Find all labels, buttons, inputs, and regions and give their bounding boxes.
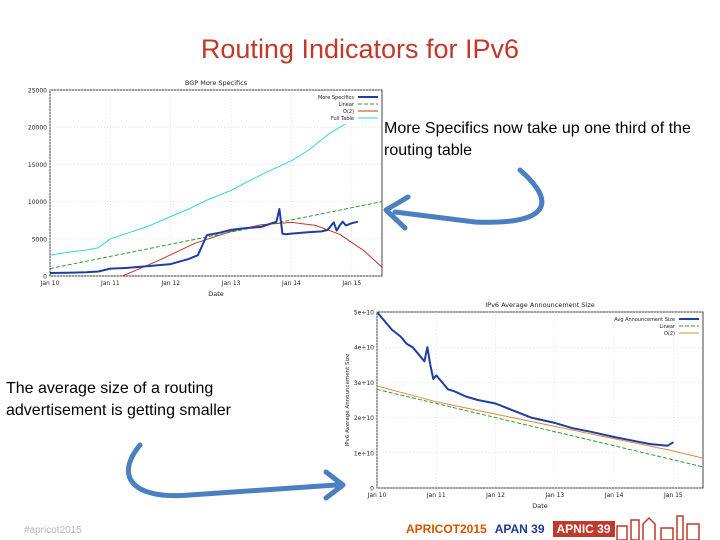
x-axis-label: Date (208, 290, 224, 298)
skyline-icon (616, 515, 700, 540)
y-tick-label: 5e+10 (354, 310, 374, 317)
x-tick-label: Jan 12 (160, 280, 180, 287)
y-tick-label: 20000 (28, 125, 47, 132)
x-tick-label: Jan 14 (281, 280, 301, 287)
note-more-specifics: More Specifics now take up one third of … (384, 120, 691, 159)
curved-arrow-top-icon (392, 167, 545, 225)
legend-label: Linear (659, 324, 675, 330)
x-tick-label: Jan 13 (544, 492, 564, 499)
y-axis-label: IPv6 Average Announcement Size (345, 353, 351, 446)
legend-label: More Specifics (318, 95, 354, 101)
apan-logo: APAN 39 (494, 522, 545, 536)
apnic-logo: APNIC 39 (552, 521, 615, 537)
x-tick-label: Jan 11 (426, 492, 446, 499)
slide-title: Routing Indicators for IPv6 (200, 34, 520, 64)
series-line-linear (377, 388, 703, 468)
series-line-o-2 (377, 385, 703, 459)
x-tick-label: Jan 10 (40, 280, 60, 287)
y-tick-label: 1e+10 (354, 450, 374, 457)
legend-label: O(2) (664, 331, 675, 337)
arrowhead-bottom-icon (323, 469, 346, 501)
x-tick-label: Jan 10 (367, 492, 387, 499)
y-tick-label: 10000 (28, 199, 47, 206)
y-tick-label: 3e+10 (354, 380, 374, 387)
legend-label: Full Table (331, 116, 354, 122)
y-tick-label: 0 (370, 486, 374, 493)
y-tick-label: 4e+10 (354, 345, 374, 352)
series-group (377, 312, 703, 468)
series-group (50, 108, 382, 276)
x-tick-label: Jan 15 (341, 280, 361, 287)
series-line-o-2 (122, 221, 382, 276)
legend-label: Linear (338, 102, 354, 108)
x-tick-label: Jan 15 (663, 492, 683, 499)
y-tick-label: 25000 (28, 88, 47, 95)
x-tick-label: Jan 14 (604, 492, 624, 499)
sponsor-logos: APRICOT2015 APAN 39 APNIC 39 (406, 518, 615, 540)
arrowhead-top-icon (383, 194, 411, 231)
series-line-more-specifics (50, 208, 359, 274)
x-tick-label: Jan 11 (100, 280, 120, 287)
curved-arrow-bottom-icon (126, 442, 339, 499)
apricot-logo: APRICOT2015 (406, 522, 487, 536)
chart-title: IPv6 Average Announcement Size (485, 301, 595, 309)
legend-label: O(2) (343, 109, 354, 115)
series-line-linear (50, 201, 382, 270)
note-average-size: The average size of a routing advertisem… (6, 380, 231, 419)
y-tick-label: 15000 (28, 162, 47, 169)
chart-average-announcement-size: 0 1e+10 2e+10 3e+10 4e+10 5e+10 Jan 10 Jan 11 Ja… (345, 301, 704, 510)
y-tick-label: 2e+10 (354, 415, 374, 422)
x-tick-label: Jan 12 (485, 492, 505, 499)
legend-label: Avg Announcement Size (614, 317, 675, 323)
y-tick-label: 0 (43, 274, 47, 281)
series-line-full-table (50, 108, 365, 256)
series-line-avg-announcement-size (377, 312, 674, 447)
y-tick-label: 5000 (32, 236, 47, 243)
x-tick-label: Jan 13 (221, 280, 241, 287)
x-axis-label: Date (532, 502, 548, 510)
chart-title: BGP More Specifics (185, 79, 248, 87)
footer-hashtag: #apricot2015 (24, 525, 82, 536)
chart-bgp-more-specifics: 0 5000 10000 15000 20000 25000 Jan 10 Jan 11 Jan… (28, 79, 383, 298)
